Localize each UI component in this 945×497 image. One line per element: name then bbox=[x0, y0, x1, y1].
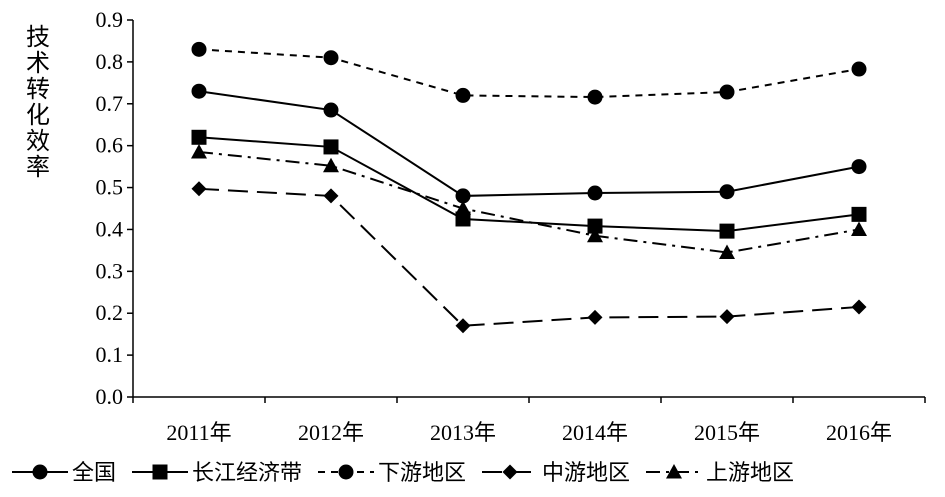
data-point bbox=[719, 184, 735, 200]
y-tick-label: 0.1 bbox=[96, 342, 124, 367]
y-axis-label-char: 转 bbox=[26, 75, 50, 103]
legend-marker bbox=[152, 464, 168, 480]
data-point bbox=[455, 200, 471, 215]
y-tick-label: 0.3 bbox=[96, 258, 124, 283]
y-axis-label-char: 效 bbox=[26, 127, 50, 155]
data-point bbox=[323, 102, 339, 118]
legend-label: 上游地区 bbox=[706, 461, 794, 486]
data-point bbox=[191, 181, 207, 197]
data-point bbox=[851, 299, 867, 315]
data-point bbox=[719, 223, 735, 239]
x-tick-label: 2011年 bbox=[166, 420, 231, 445]
series-line bbox=[198, 48, 860, 99]
series-5 bbox=[191, 143, 867, 259]
x-tick-label: 2013年 bbox=[430, 420, 496, 445]
data-point bbox=[323, 139, 339, 155]
axes: 0.0 0.1 0.2 0.3 0.4 0.5 0.6 0.7 0.8 0.9 2011年 2012年… bbox=[96, 7, 926, 445]
legend-item: 中游地区 bbox=[482, 461, 630, 486]
data-point bbox=[455, 211, 471, 227]
series-3 bbox=[191, 41, 867, 105]
x-tick-label: 2015年 bbox=[694, 420, 760, 445]
data-point bbox=[455, 318, 471, 334]
y-tick-label: 0.6 bbox=[96, 133, 124, 158]
legend-label: 下游地区 bbox=[378, 461, 466, 486]
y-tick-label: 0.9 bbox=[96, 7, 124, 32]
series-line bbox=[198, 150, 860, 254]
data-point bbox=[587, 218, 603, 234]
data-point bbox=[719, 244, 735, 259]
data-point bbox=[191, 41, 207, 57]
series-line bbox=[198, 136, 860, 233]
series-4 bbox=[191, 181, 867, 334]
y-tick-label: 0.0 bbox=[96, 384, 124, 409]
data-point bbox=[587, 185, 603, 201]
data-point bbox=[323, 50, 339, 66]
legend-label: 全国 bbox=[72, 461, 116, 486]
data-point bbox=[323, 188, 339, 204]
data-point bbox=[851, 221, 867, 236]
legend-item: 上游地区 bbox=[646, 461, 794, 486]
y-axis-label-char: 技 bbox=[26, 23, 50, 51]
y-tick-label: 0.7 bbox=[96, 91, 124, 116]
data-point bbox=[719, 309, 735, 325]
data-point bbox=[455, 87, 471, 103]
legend-item: 全国 bbox=[12, 461, 116, 486]
y-tick-label: 0.4 bbox=[96, 216, 124, 241]
x-tick-label: 2012年 bbox=[298, 420, 364, 445]
y-axis-label-char: 化 bbox=[26, 101, 50, 129]
x-tick-label: 2016年 bbox=[826, 420, 892, 445]
y-tick-label: 0.8 bbox=[96, 49, 124, 74]
data-point bbox=[587, 227, 603, 243]
legend-marker bbox=[666, 464, 683, 479]
data-point bbox=[323, 157, 339, 173]
legend-label: 中游地区 bbox=[542, 461, 630, 486]
data-point bbox=[851, 61, 867, 77]
data-point bbox=[719, 84, 735, 100]
series-2 bbox=[191, 129, 867, 239]
series-layer bbox=[191, 41, 867, 334]
y-axis-label-char: 术 bbox=[26, 49, 50, 77]
legend-marker bbox=[502, 464, 518, 480]
data-point bbox=[587, 309, 603, 325]
data-point bbox=[587, 89, 603, 105]
series-line bbox=[198, 187, 860, 327]
data-point bbox=[191, 83, 207, 99]
y-tick-label: 0.2 bbox=[96, 300, 124, 325]
legend-item: 长江经济带 bbox=[132, 461, 302, 486]
data-point bbox=[455, 188, 471, 204]
series-line bbox=[198, 90, 860, 197]
legend: 全国 长江经济带 下游地区 中游地区 上游地区 bbox=[12, 461, 794, 486]
data-point bbox=[851, 159, 867, 175]
legend-label: 长江经济带 bbox=[192, 461, 302, 486]
y-tick-label: 0.5 bbox=[96, 175, 124, 200]
data-point bbox=[851, 206, 867, 222]
data-point bbox=[191, 143, 207, 159]
legend-item: 下游地区 bbox=[318, 461, 466, 486]
series-1 bbox=[191, 83, 867, 204]
x-tick-label: 2014年 bbox=[562, 420, 628, 445]
data-point bbox=[191, 129, 207, 145]
legend-marker bbox=[32, 464, 48, 480]
y-axis-label-char: 率 bbox=[26, 153, 50, 181]
legend-marker bbox=[338, 464, 354, 480]
